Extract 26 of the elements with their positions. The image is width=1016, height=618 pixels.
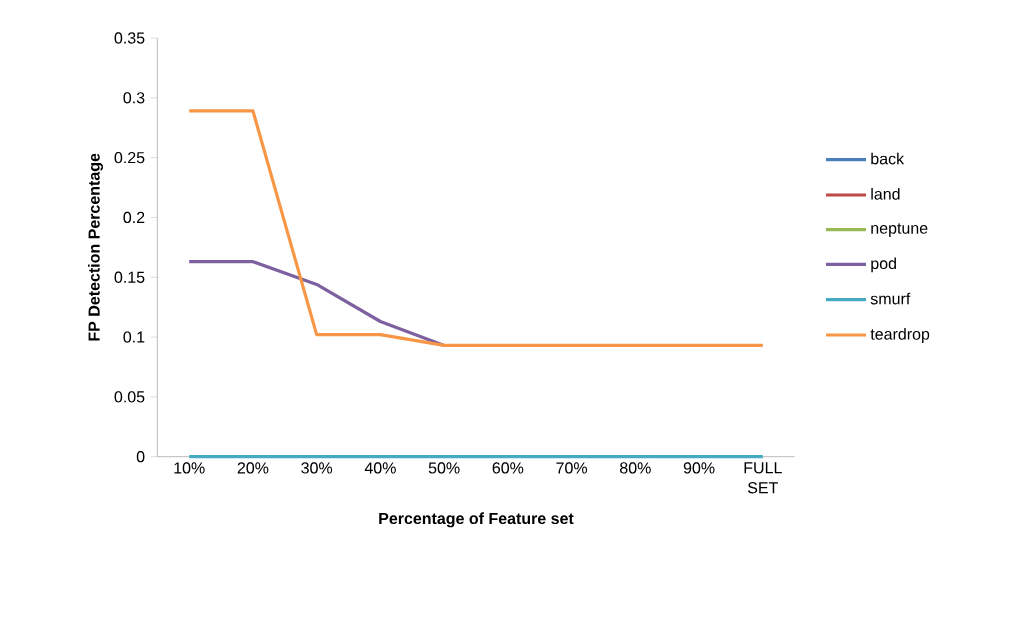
- x-tick-label: 90%: [683, 462, 715, 474]
- legend-label: smurf: [870, 292, 911, 305]
- y-tick-label: 0.15: [114, 271, 145, 283]
- legend-label: pod: [871, 257, 896, 273]
- y-tick-label: 0.25: [114, 151, 145, 164]
- x-tick-label: 80%: [620, 462, 651, 474]
- legend-label: neptune: [871, 223, 928, 237]
- y-tick-label: 0: [136, 451, 145, 463]
- x-axis-title: Percentage of Feature set: [379, 512, 574, 528]
- x-tick-label: 50%: [428, 462, 460, 474]
- x-tick-label: 70%: [556, 462, 588, 474]
- x-tick-label: 60%: [492, 462, 524, 474]
- x-tick-label: FULL SET: [744, 462, 782, 494]
- y-tick-label: 0.05: [114, 391, 145, 403]
- legend-label: back: [871, 152, 905, 165]
- legend-label: teardrop: [870, 328, 930, 343]
- x-tick-label: 20%: [237, 462, 269, 474]
- y-tick-label: 0.35: [114, 32, 145, 44]
- x-tick-label: 40%: [364, 462, 396, 474]
- y-axis-title: FP Detection Percentage: [88, 153, 103, 341]
- y-tick-label: 0.3: [123, 92, 145, 104]
- y-tick-label: 0.1: [123, 331, 145, 343]
- y-tick-label: 0.2: [123, 211, 145, 224]
- x-tick-label: 30%: [301, 462, 333, 474]
- x-tick-label: 10%: [174, 462, 205, 474]
- legend-label: land: [871, 187, 900, 200]
